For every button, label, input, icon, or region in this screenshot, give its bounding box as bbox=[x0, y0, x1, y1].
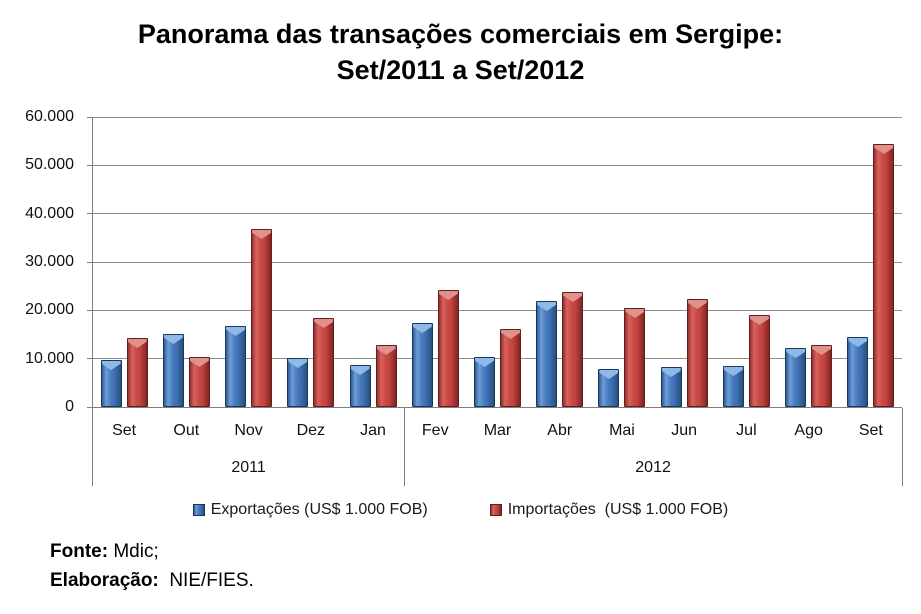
plot-area bbox=[87, 116, 902, 408]
gridline bbox=[93, 309, 902, 311]
bar-exportacoes-mai-8 bbox=[598, 369, 620, 407]
bar-importacoes-mar-6 bbox=[500, 329, 521, 407]
chart-title-line1: Panorama das transações comerciais em Se… bbox=[137, 19, 784, 49]
bar-exportacoes-dez-3 bbox=[287, 358, 309, 407]
bar-importacoes-nov-2 bbox=[251, 229, 273, 407]
gridline bbox=[93, 358, 902, 360]
month-label-mai-8: Mai bbox=[609, 422, 635, 439]
month-label-jan-4: Jan bbox=[360, 422, 386, 439]
bar-exportacoes-ago-11 bbox=[785, 348, 807, 407]
month-label-jul-10: Jul bbox=[736, 422, 757, 439]
y-axis-tick bbox=[87, 309, 93, 311]
bar-importacoes-jul-10 bbox=[748, 315, 770, 407]
month-label-abr-7: Abr bbox=[547, 422, 573, 439]
y-axis-tick bbox=[87, 164, 93, 166]
y-axis-tick bbox=[87, 261, 93, 263]
legend-label: Exportações (US$ 1.000 FOB) bbox=[210, 501, 428, 518]
gridline bbox=[93, 261, 902, 263]
y-axis-label: 50.000 bbox=[25, 156, 74, 174]
bar-importacoes-dez-3 bbox=[313, 318, 335, 407]
bar-exportacoes-jan-4 bbox=[349, 365, 371, 407]
year-label-2011: 2011 bbox=[231, 459, 266, 476]
gridline bbox=[93, 116, 902, 118]
month-label-ago-11: Ago bbox=[794, 422, 823, 439]
year-group-separator bbox=[404, 408, 406, 486]
bar-exportacoes-fev-5 bbox=[411, 323, 433, 407]
bar-exportacoes-out-1 bbox=[162, 334, 184, 407]
gridline bbox=[93, 164, 902, 166]
legend-label: Importações (US$ 1.000 FOB) bbox=[507, 501, 729, 518]
bar-exportacoes-set-12 bbox=[847, 337, 869, 407]
month-label-mar-6: Mar bbox=[483, 422, 512, 439]
bar-importacoes-set-12 bbox=[873, 144, 895, 407]
gridline bbox=[93, 213, 902, 215]
y-axis-label: 40.000 bbox=[25, 204, 74, 222]
bar-exportacoes-jun-9 bbox=[660, 367, 682, 407]
month-label-set-0: Set bbox=[112, 422, 137, 439]
bar-importacoes-set-0 bbox=[126, 338, 148, 407]
month-label-dez-3: Dez bbox=[296, 422, 326, 439]
bar-importacoes-mai-8 bbox=[624, 308, 646, 407]
bar-importacoes-abr-7 bbox=[562, 292, 584, 407]
month-label-nov-2: Nov bbox=[234, 422, 263, 439]
y-axis-label: 60.000 bbox=[25, 108, 74, 125]
bar-exportacoes-set-0 bbox=[100, 360, 122, 407]
month-label-set-12: Set bbox=[858, 422, 883, 439]
bar-importacoes-fev-5 bbox=[437, 290, 459, 407]
bar-exportacoes-abr-7 bbox=[536, 301, 558, 407]
footer-source-line: Fonte: Mdic; bbox=[50, 537, 254, 566]
footer-elaboration-line: Elaboração: NIE/FIES. bbox=[50, 566, 254, 595]
exportacoes-legend-swatch-icon bbox=[192, 504, 205, 516]
legend-item-importacoes: Importações (US$ 1.000 FOB) bbox=[489, 501, 729, 519]
y-axis-tick bbox=[87, 406, 93, 408]
footer-elab-value: NIE/FIES. bbox=[158, 570, 254, 591]
y-axis-label: 30.000 bbox=[25, 253, 74, 270]
footer-source-value: Mdic; bbox=[108, 541, 159, 562]
y-axis-tick bbox=[87, 116, 93, 118]
footer-elab-label: Elaboração: bbox=[50, 570, 159, 591]
bar-importacoes-out-1 bbox=[188, 357, 210, 407]
bar-exportacoes-mar-6 bbox=[474, 357, 495, 407]
month-label-out-1: Out bbox=[173, 422, 200, 439]
bar-exportacoes-jul-10 bbox=[722, 366, 744, 407]
month-label-fev-5: Fev bbox=[421, 422, 449, 439]
chart-title: Panorama das transações comerciais em Se… bbox=[0, 16, 921, 88]
legend: Exportações (US$ 1.000 FOB) Importações (… bbox=[0, 497, 921, 523]
bar-importacoes-jun-9 bbox=[686, 299, 708, 407]
bar-importacoes-ago-11 bbox=[811, 345, 833, 407]
footer: Fonte: Mdic; Elaboração: NIE/FIES. bbox=[50, 537, 254, 595]
y-axis: 0 10.000 20.000 30.000 40.000 50.000 60.000 bbox=[0, 108, 80, 415]
bar-exportacoes-nov-2 bbox=[225, 326, 247, 407]
y-axis-tick bbox=[87, 213, 93, 215]
footer-source-label: Fonte: bbox=[50, 541, 109, 562]
year-label-2012: 2012 bbox=[635, 459, 671, 476]
chart-title-line2: Set/2011 a Set/2012 bbox=[336, 55, 585, 85]
importacoes-legend-swatch-icon bbox=[489, 504, 502, 516]
bar-importacoes-jan-4 bbox=[375, 345, 397, 407]
legend-item-exportacoes: Exportações (US$ 1.000 FOB) bbox=[192, 501, 428, 519]
y-axis-label: 20.000 bbox=[25, 301, 74, 319]
month-label-jun-9: Jun bbox=[671, 422, 698, 439]
y-axis-label: 10.000 bbox=[25, 349, 74, 367]
y-axis-label: 0 bbox=[65, 398, 74, 415]
y-axis-tick bbox=[87, 358, 93, 360]
category-axis: Set Out Nov Dez Jan Fev Mar Abr Mai Jun Jul Ago Set … bbox=[92, 408, 903, 486]
